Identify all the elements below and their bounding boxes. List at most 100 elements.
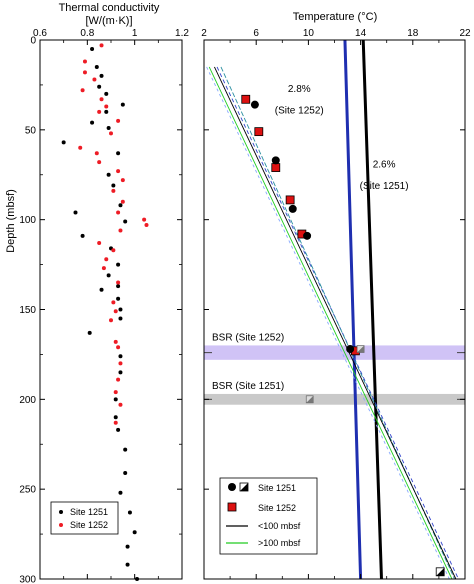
conductivity-point-site-1252 (116, 280, 121, 285)
conductivity-point-site-1251 (106, 273, 111, 278)
bsr-marker (305, 395, 314, 404)
conductivity-point-site-1251 (94, 64, 99, 69)
conductivity-point-site-1251 (106, 172, 111, 177)
right-x-tick-label: 2 (201, 28, 207, 39)
left-x-tick-label: 0.6 (33, 28, 47, 39)
conductivity-point-site-1251 (106, 126, 111, 131)
legend-label-site-1252: Site 1252 (70, 520, 108, 530)
conductivity-point-site-1251 (118, 316, 123, 321)
conductivity-point-site-1252 (94, 151, 99, 156)
conductivity-point-site-1251 (61, 140, 66, 145)
site-1251-point (303, 231, 312, 240)
left-x-tick-label: 0.8 (80, 28, 94, 39)
conductivity-point-site-1252 (111, 248, 116, 253)
conductivity-point-site-1252 (97, 160, 102, 165)
legend-marker-site-1251-square (239, 482, 249, 492)
bsr-marker (356, 345, 365, 353)
left-y-tick-label: 0 (30, 36, 36, 47)
right-annotations: 2.8% (Site 1252) 2.6% (Site 1251) (275, 84, 409, 192)
conductivity-point-site-1252 (97, 241, 102, 246)
conductivity-point-site-1251 (104, 91, 109, 96)
annotation-3: (Site 1251) (360, 181, 409, 192)
temperature-line-6 (206, 66, 450, 580)
conductivity-point-site-1252 (78, 145, 83, 150)
site-1252-point (254, 127, 264, 137)
conductivity-point-site-1252 (82, 59, 87, 64)
bsr-marker-fill (306, 395, 314, 403)
temperature-line-4 (208, 66, 453, 580)
conductivity-point-site-1252 (113, 309, 118, 314)
conductivity-point-site-1251 (120, 102, 125, 107)
conductivity-point-site-1251 (123, 470, 128, 475)
conductivity-point-site-1251 (99, 73, 104, 78)
conductivity-point-site-1251 (118, 490, 123, 495)
site-1251-half-square-point (435, 567, 445, 577)
conductivity-point-site-1251 (125, 544, 130, 549)
conductivity-point-site-1252 (99, 97, 104, 102)
conductivity-point-site-1251 (87, 330, 92, 335)
conductivity-point-site-1251 (116, 151, 121, 156)
annotation-1: (Site 1252) (275, 106, 324, 117)
conductivity-point-site-1251 (118, 370, 123, 375)
conductivity-point-site-1252 (116, 210, 121, 215)
conductivity-point-site-1252 (118, 361, 123, 366)
conductivity-point-site-1252 (118, 228, 123, 233)
site-1251-point (346, 345, 355, 354)
conductivity-point-site-1252 (97, 109, 102, 114)
conductivity-point-site-1251 (116, 296, 121, 301)
legend-marker-site-1251 (59, 510, 63, 514)
annotation-2: 2.6% (373, 160, 396, 171)
right-x-tick-label: 10 (303, 28, 315, 39)
legend-label-site-1251: Site 1251 (70, 507, 108, 517)
temperature-panel: Temperature (°C) BSR (Site 1252)BSR (Sit… (201, 11, 471, 580)
conductivity-point-site-1251 (104, 109, 109, 114)
left-y-tick-label: 150 (19, 305, 36, 316)
conductivity-point-site-1252 (92, 77, 97, 82)
right-x-tick-label: 22 (459, 28, 471, 39)
conductivity-point-site-1251 (118, 307, 123, 312)
conductivity-point-site-1252 (116, 118, 121, 123)
conductivity-point-site-1251 (97, 84, 102, 89)
left-x-tick-label: 1 (132, 28, 138, 39)
right-title: Temperature (°C) (293, 11, 377, 23)
conductivity-point-site-1252 (104, 104, 109, 109)
thermal-conductivity-panel: Thermal conductivity [W/(m·K)] Depth (mb… (5, 2, 189, 584)
conductivity-point-site-1251 (127, 510, 132, 515)
conductivity-point-site-1251 (90, 46, 95, 51)
right-x-tick-label: 14 (355, 28, 367, 39)
site-1251-point (288, 204, 297, 213)
conductivity-point-site-1251 (90, 120, 95, 125)
conductivity-point-site-1251 (73, 210, 78, 215)
conductivity-point-site-1252 (113, 390, 118, 395)
left-y-tick-label: 100 (19, 215, 36, 226)
left-y-tick-label: 300 (19, 575, 36, 584)
y-axis-label: Depth (mbsf) (5, 189, 17, 253)
conductivity-point-site-1251 (111, 183, 116, 188)
conductivity-point-site-1251 (135, 577, 140, 581)
conductivity-point-site-1252 (142, 217, 147, 222)
annotation-0: 2.8% (288, 84, 311, 95)
legend-marker-site-1252 (59, 523, 63, 527)
conductivity-point-site-1252 (144, 223, 149, 228)
left-legend: Site 1251 Site 1252 (50, 501, 119, 535)
legend-label-above-100: >100 mbsf (258, 538, 301, 548)
site-1252-point (241, 94, 251, 104)
left-title-line-1: Thermal conductivity (59, 2, 160, 14)
conductivity-point-site-1252 (99, 43, 104, 48)
conductivity-point-site-1252 (120, 199, 125, 204)
conductivity-point-site-1252 (116, 377, 121, 382)
right-axis-ticks: 2 6 10 14 18 22 (201, 28, 471, 580)
conductivity-point-site-1252 (111, 300, 116, 305)
half-square-fill (436, 567, 445, 576)
conductivity-point-site-1252 (118, 402, 123, 407)
bsr-bands: BSR (Site 1252) BSR (Site 1251) (204, 332, 465, 405)
bsr-band-0 (204, 345, 465, 360)
conductivity-point-site-1251 (116, 262, 121, 267)
bsr-band-1 (204, 393, 465, 405)
temperature-points (241, 94, 445, 577)
conductivity-point-site-1251 (132, 530, 137, 535)
legend-marker-site-1251-circle (228, 483, 236, 491)
conductivity-point-site-1251 (123, 219, 128, 224)
left-y-tick-label: 50 (25, 125, 37, 136)
